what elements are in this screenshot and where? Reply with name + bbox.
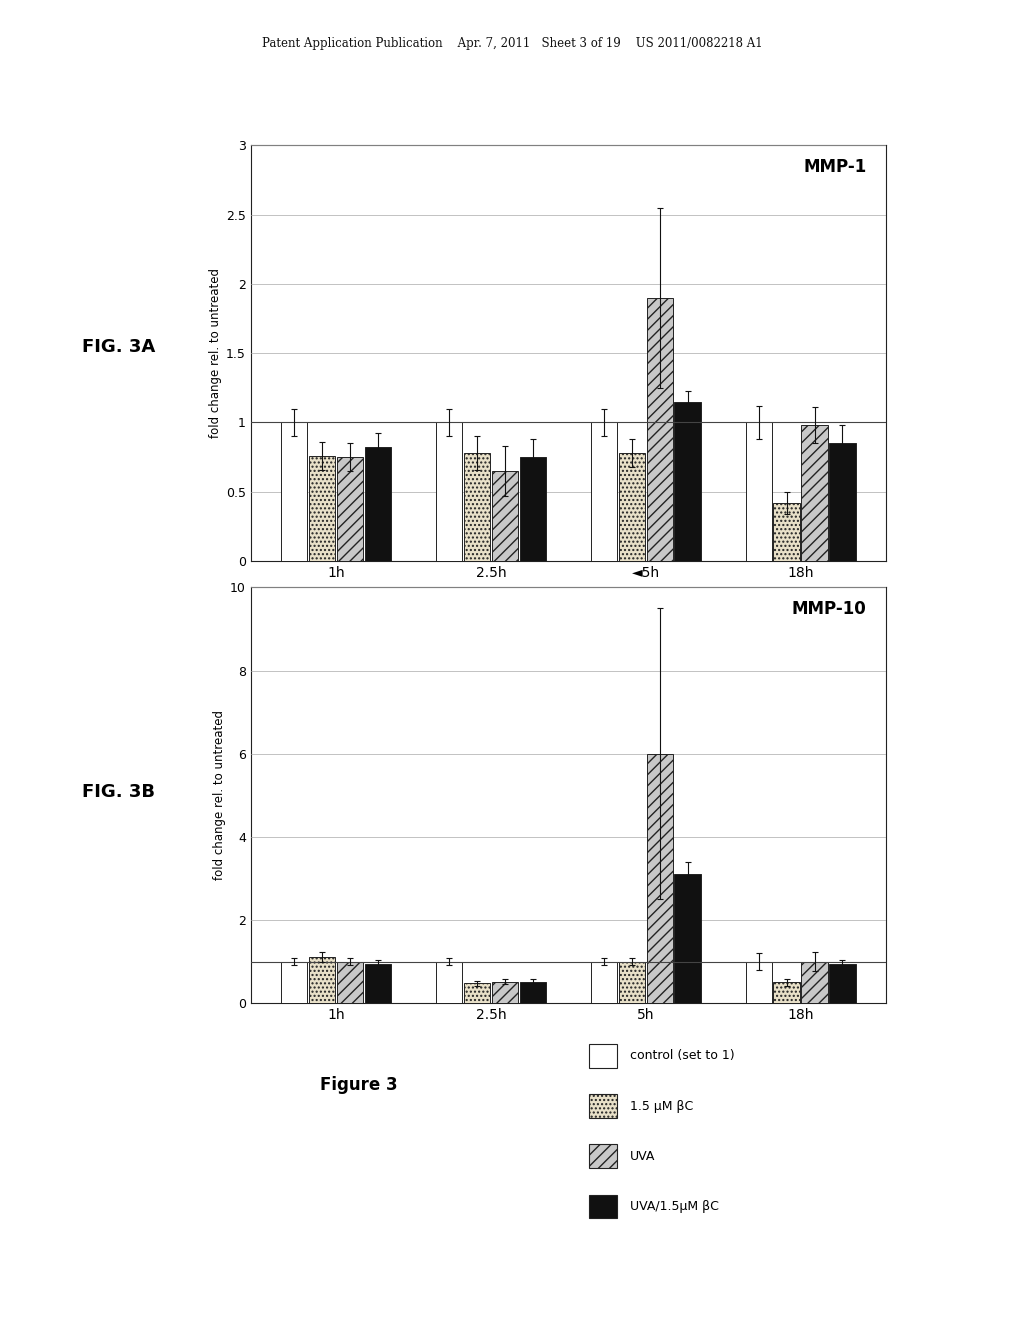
Bar	[281, 961, 307, 1003]
Bar	[464, 453, 490, 561]
Bar	[309, 455, 335, 561]
Bar	[618, 961, 645, 1003]
Bar	[829, 964, 856, 1003]
Text: MMP-1: MMP-1	[804, 157, 866, 176]
Bar	[646, 298, 673, 561]
Bar	[436, 422, 462, 561]
Text: Patent Application Publication    Apr. 7, 2011   Sheet 3 of 19    US 2011/008221: Patent Application Publication Apr. 7, 2…	[262, 37, 762, 50]
Bar	[365, 447, 391, 561]
Bar	[436, 961, 462, 1003]
Bar	[745, 422, 772, 561]
Bar	[337, 961, 364, 1003]
Bar	[591, 422, 617, 561]
Bar	[309, 957, 335, 1003]
Bar	[802, 961, 827, 1003]
Text: Figure 3: Figure 3	[319, 1076, 397, 1094]
Y-axis label: fold change rel. to untreated: fold change rel. to untreated	[213, 710, 226, 880]
Text: control (set to 1): control (set to 1)	[630, 1049, 734, 1063]
Bar	[802, 425, 827, 561]
Bar	[675, 874, 700, 1003]
Bar	[519, 982, 546, 1003]
Y-axis label: fold change rel. to untreated: fold change rel. to untreated	[209, 268, 222, 438]
Bar	[365, 964, 391, 1003]
Text: FIG. 3B: FIG. 3B	[82, 783, 155, 801]
Bar	[773, 503, 800, 561]
Text: MMP-10: MMP-10	[792, 599, 866, 618]
Bar	[492, 471, 518, 561]
Bar	[745, 961, 772, 1003]
Bar	[519, 457, 546, 561]
Bar	[591, 961, 617, 1003]
Text: UVA: UVA	[630, 1150, 655, 1163]
Bar	[829, 444, 856, 561]
Bar	[464, 983, 490, 1003]
Bar	[281, 422, 307, 561]
Bar	[773, 982, 800, 1003]
Text: UVA/1.5μM βC: UVA/1.5μM βC	[630, 1200, 719, 1213]
Text: 1.5 μM βC: 1.5 μM βC	[630, 1100, 693, 1113]
Bar	[675, 401, 700, 561]
Bar	[492, 982, 518, 1003]
Bar	[337, 457, 364, 561]
Text: FIG. 3A: FIG. 3A	[82, 338, 156, 356]
Bar	[646, 754, 673, 1003]
Bar	[618, 453, 645, 561]
